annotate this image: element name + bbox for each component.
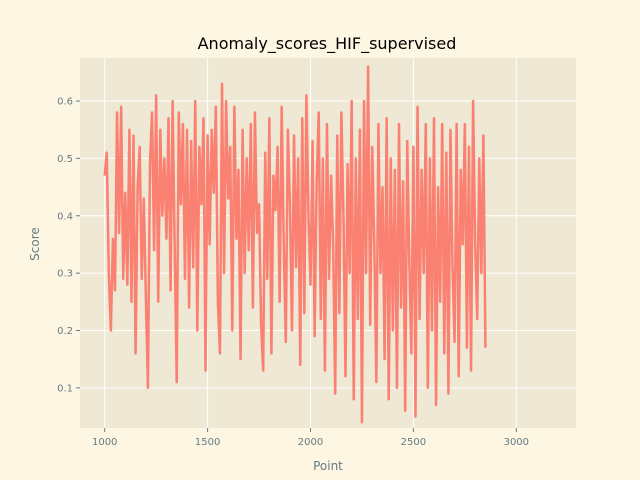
x-tick-label: 2500	[401, 437, 426, 448]
x-tick-label: 1500	[195, 437, 220, 448]
x-tick-label: 3000	[504, 437, 529, 448]
y-tick-label: 0.6	[57, 97, 73, 108]
series-group	[103, 65, 487, 424]
chart-title: Anomaly_scores_HIF_supervised	[198, 34, 457, 54]
x-axis-ticks: 1000 1500 2000 2500 3000	[92, 428, 529, 448]
y-tick-label: 0.4	[57, 211, 73, 222]
x-tick-label: 1000	[92, 437, 117, 448]
y-tick-label: 0.5	[57, 154, 73, 165]
y-tick-label: 0.1	[57, 383, 73, 394]
y-axis-ticks: 0.1 0.2 0.3 0.4 0.5 0.6	[57, 97, 80, 394]
x-axis-label: Point	[313, 459, 343, 473]
y-axis-label: Score	[28, 227, 42, 261]
series-line-0	[103, 65, 487, 424]
y-tick-label: 0.3	[57, 269, 73, 280]
y-tick-label: 0.2	[57, 326, 73, 337]
x-tick-label: 2000	[298, 437, 323, 448]
